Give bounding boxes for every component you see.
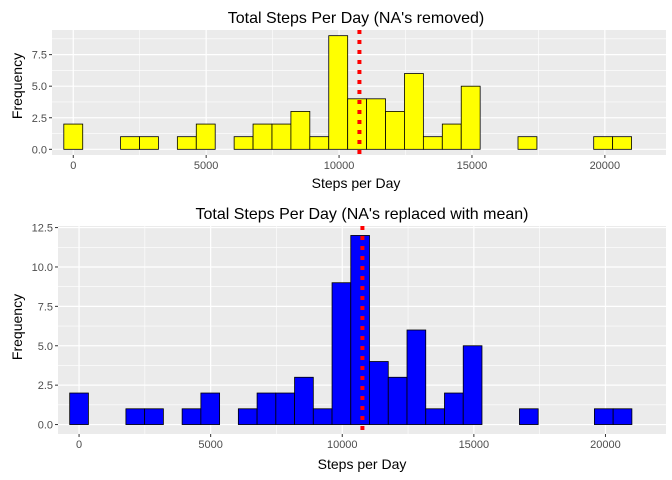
y-tick-label: 7.5 — [38, 301, 53, 313]
gridlines — [52, 30, 666, 155]
histogram-bar — [309, 136, 330, 150]
histogram-bar — [444, 392, 464, 425]
histogram-bar — [144, 408, 164, 425]
y-axis-label: Frequency — [9, 294, 25, 360]
x-tick-label: 20000 — [590, 160, 621, 172]
histogram-bar — [347, 98, 368, 150]
histogram-bar — [406, 329, 427, 425]
histogram-bar — [312, 408, 333, 425]
histogram-bar — [125, 408, 146, 425]
histogram-bar — [290, 111, 311, 150]
x-tick-label: 0 — [70, 160, 76, 172]
chart-title: Total Steps Per Day (NA's replaced with … — [196, 206, 529, 223]
y-tick-label: 5.0 — [32, 81, 47, 93]
x-tick-label: 15000 — [459, 439, 490, 451]
axis-ticks: 0 5000 10000 15000 20000 0.0 2.5 5.0 7.5 — [32, 50, 620, 172]
x-tick-label: 20000 — [590, 439, 621, 451]
histogram-bar — [422, 136, 443, 150]
histogram-bar — [594, 408, 614, 425]
y-tick-label: 5.0 — [38, 341, 53, 353]
histogram-bar — [69, 392, 89, 425]
y-axis-label: Frequency — [9, 53, 25, 119]
histogram-bar — [271, 123, 292, 150]
x-tick-label: 15000 — [457, 160, 488, 172]
histogram-bar — [252, 123, 273, 150]
histogram-bar — [517, 136, 538, 150]
histogram-bar — [369, 361, 389, 425]
histogram-bar — [63, 123, 84, 150]
y-tick-label: 12.5 — [32, 223, 53, 235]
histogram-bar — [176, 136, 197, 150]
histogram-bar — [139, 136, 159, 150]
histogram-bar — [425, 408, 445, 425]
histogram-bar — [200, 392, 221, 425]
histogram-bar — [441, 123, 462, 150]
histogram-bar — [387, 376, 408, 425]
histogram-bar — [256, 392, 277, 425]
histogram-bar — [328, 35, 349, 150]
histogram-bar — [519, 408, 539, 425]
histogram-bar — [181, 408, 202, 425]
chart-title: Total Steps Per Day (NA's removed) — [228, 10, 484, 27]
x-tick-label: 10000 — [327, 439, 358, 451]
y-tick-label: 10.0 — [32, 262, 53, 274]
x-tick-label: 10000 — [324, 160, 355, 172]
histogram-bar — [366, 98, 386, 150]
histogram-bar — [462, 345, 483, 425]
bars — [63, 35, 632, 150]
y-tick-label: 7.5 — [32, 50, 47, 62]
histogram-bar — [404, 73, 424, 150]
histogram-bar — [195, 123, 216, 150]
y-tick-label: 0.0 — [32, 144, 47, 156]
histogram-bar — [233, 136, 254, 150]
histogram-bar — [460, 85, 481, 150]
axis-ticks: 0 5000 10000 15000 20000 0.0 2.5 5.0 7.5 10.0 12.5 — [32, 223, 621, 451]
histogram-bar — [593, 136, 614, 150]
histogram-na-replaced: Total Steps Per Day (NA's replaced with … — [9, 206, 666, 472]
x-tick-label: 5000 — [198, 439, 222, 451]
y-tick-label: 0.0 — [38, 420, 53, 432]
x-axis-label: Steps per Day — [318, 456, 407, 472]
histogram-bar — [294, 376, 314, 425]
y-tick-label: 2.5 — [38, 380, 53, 392]
x-tick-label: 0 — [76, 439, 82, 451]
x-tick-label: 5000 — [194, 160, 218, 172]
histogram-bar — [120, 136, 140, 150]
bars — [69, 235, 633, 425]
histogram-na-removed: Total Steps Per Day (NA's removed) 0 5000… — [9, 10, 666, 191]
histogram-bar — [275, 392, 295, 425]
histogram-bar — [331, 282, 352, 425]
histogram-bar — [612, 408, 633, 425]
x-axis-label: Steps per Day — [312, 175, 401, 191]
histogram-bar — [237, 408, 258, 425]
y-tick-label: 2.5 — [32, 113, 47, 125]
histogram-bar — [612, 136, 632, 150]
histogram-bar — [385, 111, 405, 150]
histogram-bar — [350, 235, 370, 425]
